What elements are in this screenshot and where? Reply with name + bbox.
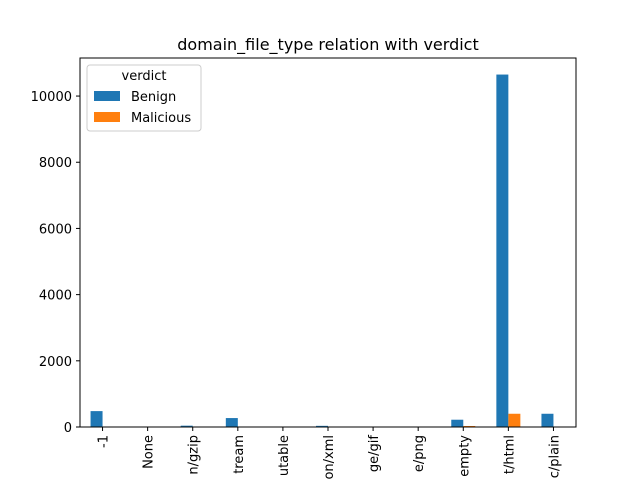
y-tick-label-4000: 4000 xyxy=(39,289,72,304)
legend-swatch-malicious xyxy=(94,112,120,122)
y-tick-label-2000: 2000 xyxy=(39,355,72,370)
x-axis: -1 None n/gzip tream utable on/xml ge/gif e/png… xyxy=(97,427,562,480)
y-tick-label-6000: 6000 xyxy=(39,222,72,237)
x-tick-label-8: empty xyxy=(457,435,472,477)
x-tick-label-3: tream xyxy=(232,435,247,474)
legend-swatch-benign xyxy=(94,91,120,101)
legend-label-benign: Benign xyxy=(131,90,176,105)
legend-title: verdict xyxy=(122,69,167,84)
bar-benign-5 xyxy=(316,425,328,427)
x-tick-label-2: n/gzip xyxy=(187,435,202,475)
x-tick-label-9: t/html xyxy=(502,435,517,474)
legend-label-malicious: Malicious xyxy=(131,111,191,126)
x-tick-label-5: on/xml xyxy=(322,435,337,480)
x-tick-label-0: -1 xyxy=(97,435,112,448)
x-tick-label-4: utable xyxy=(277,435,292,476)
x-tick-label-6: ge/gif xyxy=(367,435,382,472)
y-tick-label-8000: 8000 xyxy=(39,156,72,171)
y-axis: 0 2000 4000 6000 8000 10000 xyxy=(31,90,80,436)
y-tick-label-0: 0 xyxy=(64,421,72,436)
chart-title: domain_file_type relation with verdict xyxy=(177,35,478,55)
x-tick-label-7: e/png xyxy=(412,435,427,472)
legend: verdict Benign Malicious xyxy=(86,64,202,132)
bar-benign-3 xyxy=(225,418,238,427)
y-tick-label-10000: 10000 xyxy=(31,90,72,105)
bar-benign-0 xyxy=(90,411,103,427)
bar-benign-8 xyxy=(451,419,464,427)
bar-benign-2 xyxy=(180,425,193,427)
bar-benign-9 xyxy=(496,74,509,428)
x-tick-label-10: c/plain xyxy=(547,435,562,478)
bar-malicious-9 xyxy=(508,413,521,427)
x-tick-label-1: None xyxy=(142,435,157,469)
bars-group xyxy=(90,74,554,428)
plot-frame xyxy=(79,57,577,428)
bar-benign-10 xyxy=(541,413,554,427)
